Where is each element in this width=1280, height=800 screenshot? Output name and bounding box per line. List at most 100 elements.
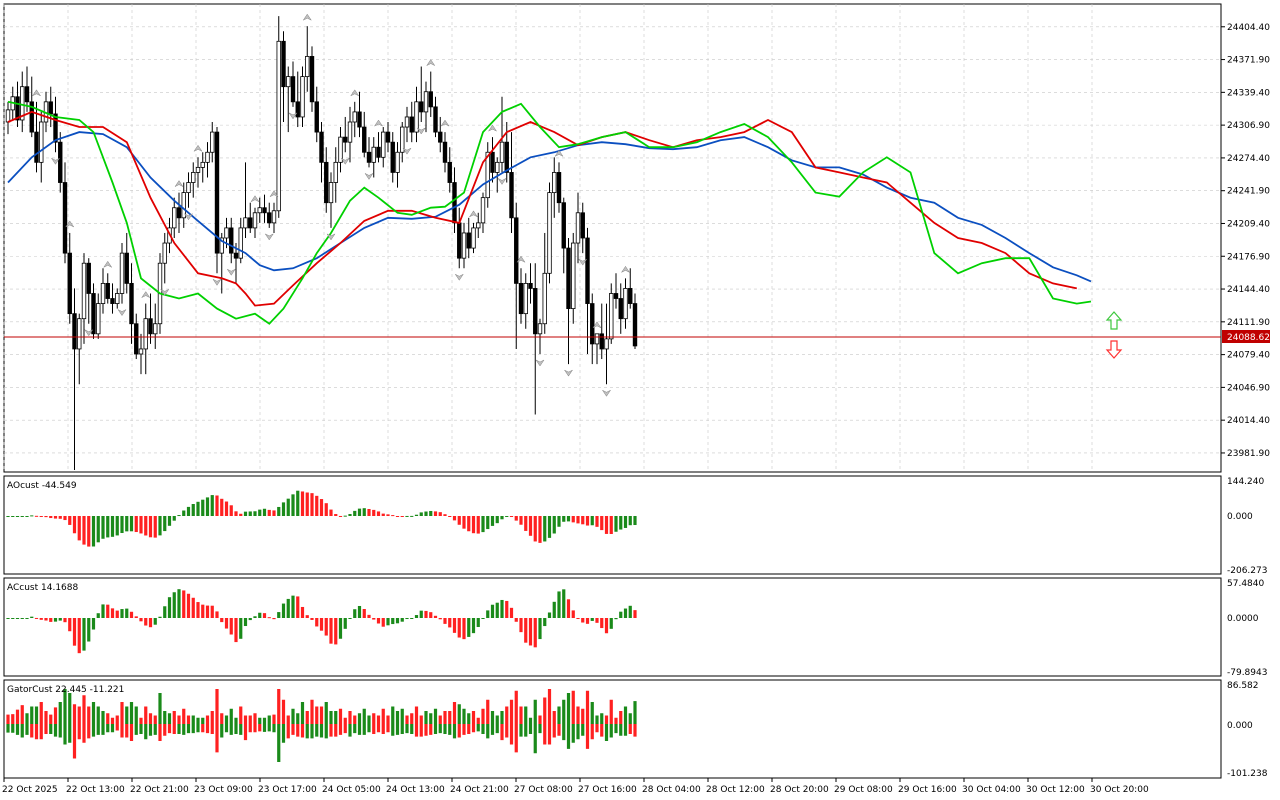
ao-bar bbox=[125, 516, 129, 532]
gator-upper-bar bbox=[429, 713, 433, 724]
gator-upper-bar bbox=[30, 706, 34, 724]
gator-lower-bar bbox=[509, 724, 514, 745]
time-tick-label: 28 Oct 20:00 bbox=[770, 785, 829, 795]
ac-bar bbox=[87, 618, 91, 642]
gator-lower-bar bbox=[53, 724, 58, 737]
gator-lower-bar bbox=[386, 724, 390, 733]
ao-bar bbox=[49, 516, 53, 519]
gator-lower-bar bbox=[414, 724, 419, 737]
time-tick-label: 22 Oct 13:00 bbox=[66, 785, 125, 795]
ac-bar bbox=[324, 618, 328, 636]
gator-upper-bar bbox=[566, 693, 571, 724]
ao-panel[interactable] bbox=[3, 475, 1222, 575]
ac-bar bbox=[49, 618, 53, 622]
ao-bar bbox=[25, 516, 29, 517]
gator-lower-bar bbox=[505, 724, 509, 738]
ao-bar bbox=[490, 516, 495, 526]
ao-bar bbox=[248, 511, 252, 516]
ao-bar bbox=[277, 506, 281, 516]
candle-body bbox=[385, 131, 391, 143]
ac-bar bbox=[277, 612, 281, 618]
candle-body bbox=[395, 151, 400, 173]
gator-lower-bar bbox=[547, 724, 552, 745]
time-tick-label: 27 Oct 16:00 bbox=[578, 785, 637, 795]
ao-bar bbox=[519, 516, 523, 525]
gator-upper-bar bbox=[481, 708, 485, 724]
candle-body bbox=[343, 136, 348, 143]
ac-panel[interactable] bbox=[3, 577, 1222, 677]
gator-upper-bar bbox=[172, 711, 176, 724]
candle-body bbox=[205, 151, 210, 163]
ao-bar bbox=[44, 516, 48, 518]
ao-bar bbox=[433, 511, 438, 516]
ao-bar bbox=[614, 516, 618, 532]
candle-body bbox=[290, 76, 296, 103]
ao-bar bbox=[101, 516, 105, 539]
gator-lower-bar bbox=[395, 724, 400, 735]
gator-lower-bar bbox=[243, 724, 248, 741]
gator-lower-bar bbox=[609, 724, 613, 738]
ao-bar bbox=[239, 513, 243, 516]
gator-lower-bar bbox=[628, 724, 632, 734]
gator-lower-bar bbox=[101, 724, 105, 735]
candle-body bbox=[452, 182, 457, 224]
gator-upper-bar bbox=[348, 711, 352, 724]
gator-upper-bar bbox=[505, 706, 509, 724]
gator-lower-bar bbox=[286, 724, 290, 739]
gator-lower-bar bbox=[196, 724, 200, 733]
ac-bar bbox=[604, 618, 609, 634]
gator-upper-bar bbox=[562, 699, 566, 724]
gator-upper-bar bbox=[72, 704, 77, 724]
gator-lower-bar bbox=[58, 724, 62, 738]
ao-bar bbox=[547, 516, 552, 538]
candle-body bbox=[438, 131, 443, 143]
gator-upper-bar bbox=[343, 717, 347, 724]
ao-label: AOcust -44.549 bbox=[7, 481, 77, 491]
gator-upper-bar bbox=[68, 693, 72, 724]
ac-bar bbox=[538, 618, 542, 640]
ac-bar bbox=[205, 605, 210, 618]
candle-body bbox=[442, 141, 448, 163]
gator-panel[interactable] bbox=[3, 679, 1222, 779]
gator-lower-bar bbox=[305, 724, 309, 739]
ao-bar bbox=[20, 516, 24, 517]
candle-body bbox=[419, 101, 424, 113]
ac-bar bbox=[609, 618, 613, 629]
gator-lower-bar bbox=[557, 724, 561, 736]
gator-upper-bar bbox=[49, 714, 53, 724]
gator-tick-zero: 0.000 bbox=[1227, 721, 1253, 731]
gator-upper-bar bbox=[353, 715, 357, 724]
candle-body bbox=[176, 207, 182, 219]
ac-bar bbox=[429, 612, 433, 618]
ao-bar bbox=[205, 497, 210, 516]
time-tick-label: 30 Oct 12:00 bbox=[1026, 785, 1085, 795]
ac-bar bbox=[68, 618, 72, 632]
gator-upper-bar bbox=[96, 706, 100, 724]
fractal-up-icon bbox=[65, 220, 75, 228]
gator-upper-bar bbox=[547, 689, 552, 724]
gator-lower-bar bbox=[552, 724, 556, 738]
gator-lower-bar bbox=[267, 724, 271, 732]
ac-bar bbox=[291, 595, 295, 618]
ac-bar bbox=[448, 618, 452, 628]
candle-body bbox=[53, 113, 58, 143]
gator-lower-bar bbox=[167, 724, 172, 734]
gator-lower-bar bbox=[405, 724, 409, 734]
gator-upper-bar bbox=[452, 702, 457, 724]
gator-lower-bar bbox=[300, 724, 305, 738]
ao-bar bbox=[495, 516, 499, 524]
gator-lower-bar bbox=[229, 724, 233, 735]
ac-bar bbox=[182, 590, 186, 618]
ao-bar bbox=[334, 514, 338, 516]
gator-upper-bar bbox=[419, 715, 423, 724]
price-axis: 24404.40 24371.90 24339.40 24306.90 24274.40… bbox=[1221, 23, 1270, 459]
time-tick-label: 30 Oct 20:00 bbox=[1090, 785, 1149, 795]
candle-body bbox=[186, 182, 191, 194]
ao-bar bbox=[120, 516, 124, 534]
gator-lower-bar bbox=[6, 724, 10, 733]
ao-bar bbox=[196, 501, 200, 516]
gator-lower-bar bbox=[519, 724, 523, 737]
ac-bar bbox=[120, 609, 124, 618]
candle-body bbox=[514, 217, 519, 284]
